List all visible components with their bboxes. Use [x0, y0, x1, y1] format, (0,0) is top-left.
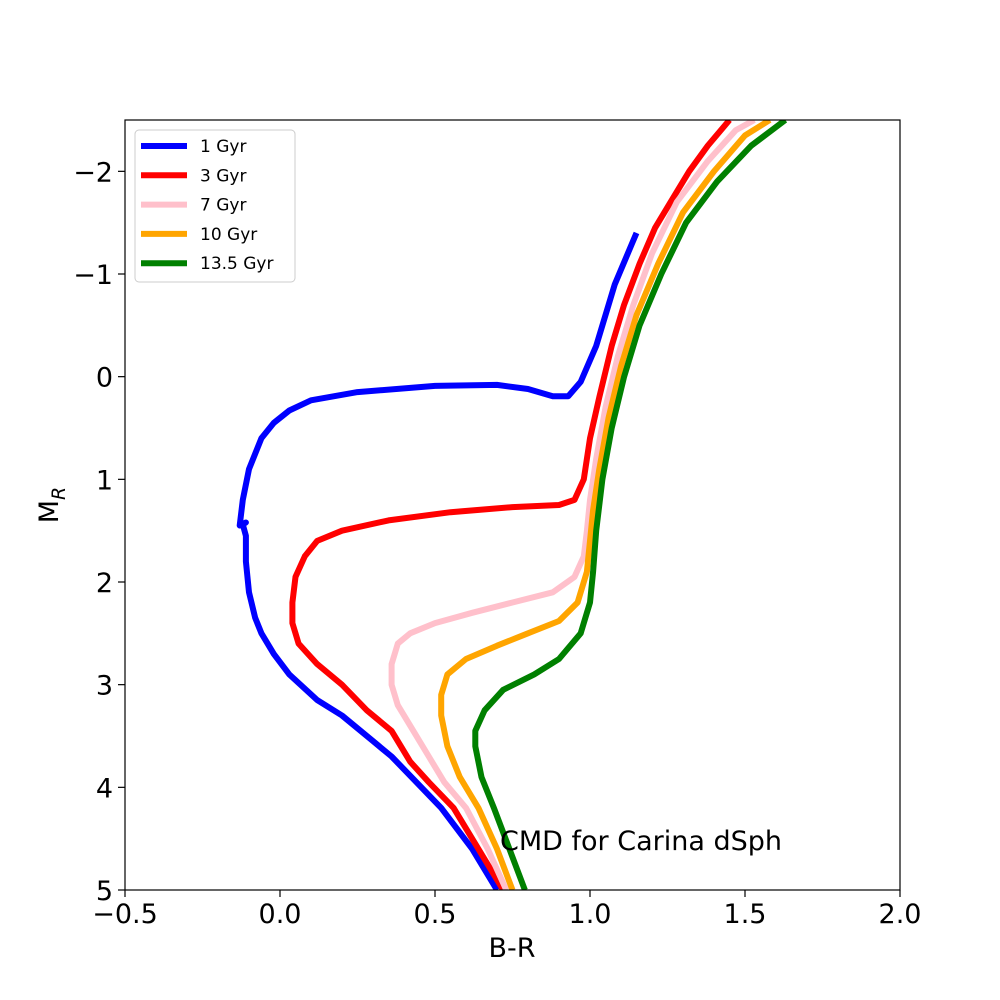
x-tick-label: −0.5 — [92, 899, 158, 930]
plot-frame — [124, 119, 901, 891]
legend-label-0: 1 Gyr — [200, 137, 246, 157]
y-tick-label: 5 — [96, 876, 113, 907]
legend-label-3: 10 Gyr — [200, 225, 257, 245]
y-tick-label: 4 — [96, 773, 113, 804]
series-line-3 — [438, 120, 772, 890]
legend: 1 Gyr 3 Gyr 7 Gyr 10 Gyr 13.5 Gyr — [134, 129, 296, 283]
x-tick-label: 1.0 — [569, 899, 612, 930]
legend-frame — [134, 129, 296, 283]
series-line-2 — [388, 120, 756, 890]
x-axis: −0.5 0.0 0.5 1.0 1.5 2.0 — [92, 890, 921, 930]
y-tick-label: −2 — [73, 157, 113, 188]
x-tick-label: 2.0 — [879, 899, 922, 930]
legend-label-1: 3 Gyr — [200, 166, 246, 186]
y-tick-label: 2 — [96, 568, 113, 599]
y-tick-label: 1 — [96, 465, 113, 496]
y-tick-label: 3 — [96, 671, 113, 702]
series-line-0 — [236, 231, 640, 890]
y-axis-label-sub: R — [48, 487, 70, 500]
x-tick-label: 0.0 — [259, 899, 302, 930]
y-axis-label-main: M — [34, 500, 65, 523]
chart-annotation: CMD for Carina dSph — [500, 826, 782, 857]
series-line-4 — [472, 120, 788, 890]
series-line-1 — [289, 120, 732, 890]
y-tick-label: 0 — [96, 363, 113, 394]
legend-label-4: 13.5 Gyr — [200, 254, 273, 274]
y-axis-label: MR — [34, 487, 70, 524]
x-axis-label: B-R — [488, 933, 535, 964]
legend-label-2: 7 Gyr — [200, 196, 246, 216]
x-tick-label: 1.5 — [724, 899, 767, 930]
series-layer — [236, 120, 788, 890]
y-axis: −2 −1 0 1 2 3 4 5 — [73, 157, 125, 907]
x-tick-label: 0.5 — [414, 899, 457, 930]
y-tick-label: −1 — [73, 260, 113, 291]
